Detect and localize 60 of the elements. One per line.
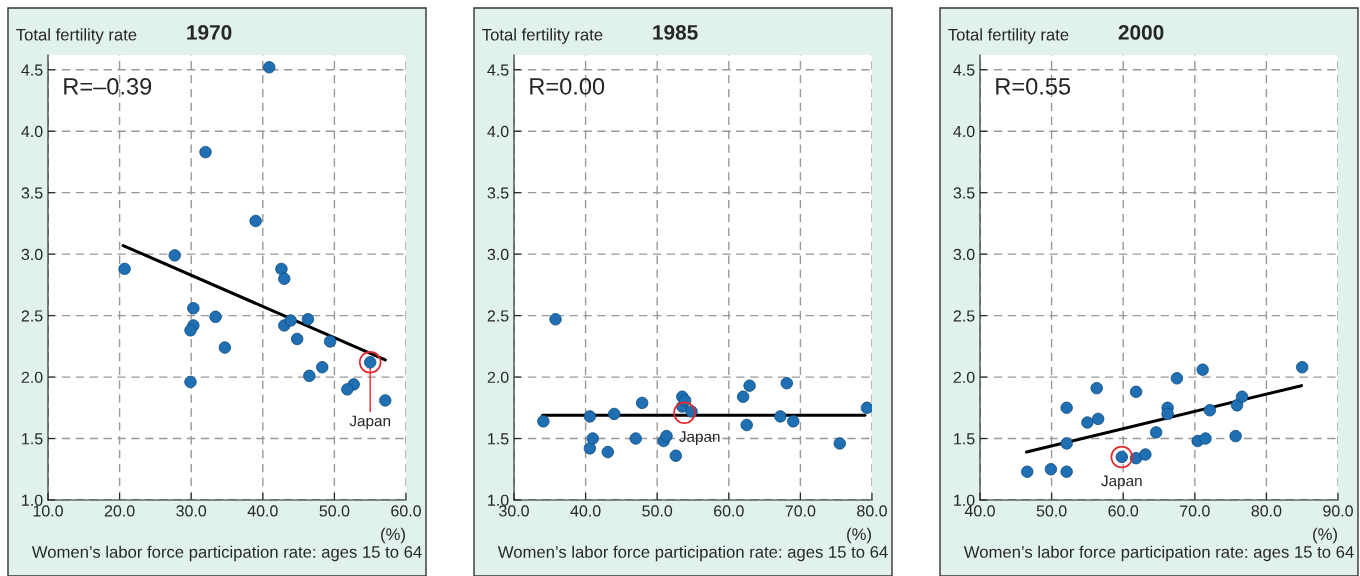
annotation: R=0.00 xyxy=(530,77,605,95)
y-tick-label: 4.5 xyxy=(487,64,509,76)
y-tick-label: 3.0 xyxy=(487,248,509,261)
x-tick-label: 50.0 xyxy=(319,505,350,517)
chart-title: 1970 xyxy=(187,25,232,40)
y-tick-label: 2.5 xyxy=(953,310,975,322)
y-tick-label: 4.5 xyxy=(21,64,43,76)
y-axis-title: Total fertility rate xyxy=(948,28,1069,44)
x-tick-label: 50.0 xyxy=(642,505,673,517)
chart-title: 2000 xyxy=(1118,25,1164,40)
annotation: Japan xyxy=(1101,475,1142,490)
x-tick-label: 40.0 xyxy=(247,505,278,517)
x-tick-label: 60.0 xyxy=(714,505,744,517)
chart-title: 1985 xyxy=(653,25,698,40)
x-tick-label: 80.0 xyxy=(857,505,887,517)
x-tick-label: 10.0 xyxy=(33,505,63,517)
y-tick-label: 1.0 xyxy=(954,494,975,506)
x-axis-title: Women’s labor force participation rate: ages 15 to 64 xyxy=(963,545,1354,562)
y-tick-label: 4.0 xyxy=(953,125,975,138)
x-tick-label: 40.0 xyxy=(964,505,995,517)
annotation: Japan xyxy=(349,415,391,430)
x-tick-label: 50.0 xyxy=(1036,505,1067,517)
x-tick-label: 30.0 xyxy=(499,505,529,517)
y-tick-label: 1.5 xyxy=(22,433,43,445)
x-tick-label: 90.0 xyxy=(1323,505,1353,517)
y-axis-title: Total fertility rate xyxy=(16,28,137,44)
x-tick-label: 80.0 xyxy=(1251,505,1282,517)
y-tick-label: 3.5 xyxy=(487,187,509,199)
x-tick-label: 40.0 xyxy=(570,505,601,517)
y-tick-label: 4.0 xyxy=(487,125,509,138)
y-tick-label: 1.5 xyxy=(954,433,975,445)
y-tick-label: 1.0 xyxy=(488,494,509,506)
x-axis-title: Women’s labor force participation rate: ages 15 to 64 xyxy=(497,545,888,562)
y-tick-label: 2.5 xyxy=(21,310,43,322)
y-tick-label: 4.5 xyxy=(953,64,975,76)
x-tick-label: 70.0 xyxy=(785,505,816,517)
y-axis-title: Total fertility rate xyxy=(482,28,603,44)
y-tick-label: 3.0 xyxy=(953,248,975,261)
y-tick-label: 3.5 xyxy=(21,187,43,199)
y-tick-label: 2.0 xyxy=(487,371,509,384)
annotation: R=0.55 xyxy=(996,77,1071,95)
y-tick-label: 1.5 xyxy=(488,433,509,445)
y-tick-label: 3.5 xyxy=(953,187,975,199)
text: (%) xyxy=(1313,527,1337,544)
y-tick-label: 2.0 xyxy=(21,371,43,384)
y-tick-label: 1.0 xyxy=(22,494,43,506)
x-tick-label: 60.0 xyxy=(391,505,421,517)
text: (%) xyxy=(847,527,871,544)
text: (%) xyxy=(381,527,405,544)
y-tick-label: 3.0 xyxy=(21,248,43,261)
x-tick-label: 60.0 xyxy=(1108,505,1139,517)
x-tick-label: 30.0 xyxy=(176,505,207,517)
annotation: R=–0.39 xyxy=(64,77,152,95)
x-axis-title: Women’s labor force participation rate: ages 15 to 64 xyxy=(31,545,422,562)
annotation: Japan xyxy=(679,431,720,446)
y-tick-label: 2.0 xyxy=(953,371,975,384)
y-tick-label: 2.5 xyxy=(487,310,509,322)
y-tick-label: 4.0 xyxy=(21,125,43,138)
x-tick-label: 20.0 xyxy=(104,505,135,517)
x-tick-label: 70.0 xyxy=(1180,505,1210,517)
